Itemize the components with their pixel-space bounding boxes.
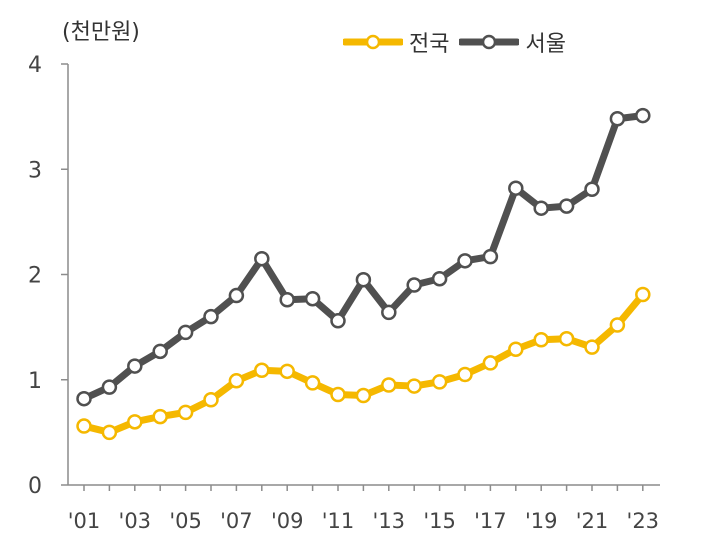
data-point [355,272,372,288]
legend-label-seoul: 서울 [525,32,566,57]
data-point [355,387,372,404]
legend-item-national: 전국 [343,26,449,58]
legend-swatch-seoul [459,34,520,50]
data-point [533,200,549,216]
x-tick-label: '01 [68,509,101,533]
data-point [177,404,194,421]
data-point [508,180,524,196]
data-point [330,313,346,329]
data-point [533,332,549,348]
legend-label-national: 전국 [409,32,450,57]
data-point [508,341,524,357]
data-point [584,181,600,197]
data-point [76,390,92,407]
data-point [203,391,219,408]
x-tick-label: '13 [373,509,406,533]
x-tick-label: '21 [576,509,609,533]
legend-swatch-national [343,34,403,50]
data-point [635,286,651,303]
x-tick-label: '15 [423,509,456,533]
data-point [457,366,473,383]
axes: 0 1 2 3 4 '01 '03 '05 '07 '09 '11 '13 '15 '17 '19 '21 '2… [28,53,660,533]
data-point [635,107,651,124]
data-point [482,355,499,371]
series-layer [76,107,651,441]
data-point [406,277,422,293]
x-tick-label: '03 [119,509,152,533]
series-line [80,290,647,436]
x-tick-label: '23 [627,509,660,533]
unit-label: (천만원) [62,20,140,45]
data-point [304,375,321,391]
data-point [228,373,245,389]
legend-item-seoul: 서울 [459,26,566,58]
data-point [101,424,118,441]
data-point [609,110,626,127]
data-point [254,362,270,379]
data-point [431,374,448,390]
data-point [431,270,448,287]
x-tick-label: '07 [220,509,253,533]
data-point [152,408,168,425]
data-point [381,377,397,393]
data-point [609,317,626,333]
data-point [152,343,168,360]
x-tick-label: '19 [525,509,558,533]
data-point [279,363,295,380]
data-point [228,287,245,304]
data-point [558,198,575,214]
legend: 전국 서울 [343,26,566,58]
data-point [76,418,92,434]
y-tick-label: 2 [28,264,42,289]
data-point [127,358,143,374]
data-point [254,250,270,267]
x-tick-label: '09 [271,509,304,533]
y-tick-label: 4 [28,53,42,78]
data-point [584,339,600,355]
data-point [558,330,575,347]
data-point [381,304,397,321]
data-point [177,324,194,341]
x-tick-label: '17 [474,509,507,533]
x-tick-label: '05 [169,509,202,533]
data-point [304,290,321,307]
y-tick-label: 0 [28,474,42,499]
y-tick-label: 3 [28,158,42,183]
series-line [80,112,647,403]
x-tick-label: '11 [322,509,355,533]
y-tick-label: 1 [28,369,42,394]
data-point [203,308,219,325]
data-point [406,378,422,394]
data-point [279,292,295,308]
series-seoul [76,107,651,407]
data-point [482,248,499,265]
data-point [457,253,473,269]
data-point [101,379,118,395]
data-point [127,414,143,430]
series-national [76,286,651,441]
data-point [330,386,346,403]
